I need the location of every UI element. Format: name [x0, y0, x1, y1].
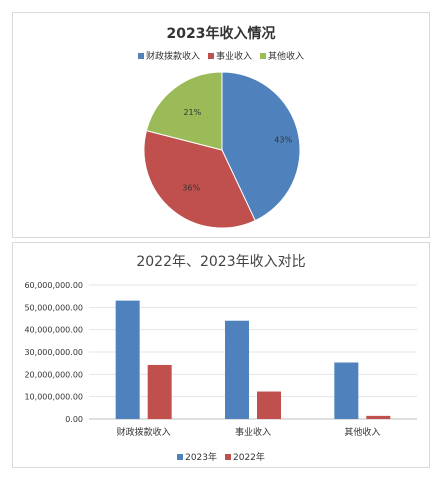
- pie-legend-item: 其他收入: [260, 49, 304, 62]
- pie-legend-swatch: [137, 52, 144, 59]
- bar-chart-panel: 2022年、2023年收入对比 0.00 10,000,000.00 20,000,…: [12, 242, 430, 468]
- bar: [366, 415, 391, 419]
- bar: [147, 364, 172, 419]
- y-tick-label: 20,000,000.00: [24, 370, 83, 379]
- bar-legend-item: 2022年: [225, 450, 265, 463]
- pie-chart-panel: 2023年收入情况 财政拨款收入 事业收入 其他收入 43% 36% 21%: [12, 12, 430, 238]
- bar-chart-legend: 2023年 2022年: [13, 450, 429, 463]
- pie-legend-label: 其他收入: [268, 52, 305, 62]
- bar-legend-swatch: [225, 453, 231, 460]
- x-tick-label: 事业收入: [235, 426, 271, 438]
- pie-data-label: 43%: [274, 135, 292, 144]
- pie-data-label: 36%: [182, 183, 200, 192]
- y-tick-label: 0.00: [65, 415, 83, 424]
- pie-data-label: 21%: [183, 108, 201, 117]
- pie-slice: [221, 71, 301, 222]
- pie-chart-title: 2023年收入情况: [166, 26, 276, 42]
- bar: [257, 391, 281, 419]
- y-tick-label: 50,000,000.00: [24, 303, 83, 312]
- pie-legend-item: 事业收入: [207, 49, 252, 62]
- pie-chart: 43% 36% 21%: [143, 71, 301, 229]
- bar-legend-item: 2023年: [177, 450, 217, 463]
- bar-legend-label: 2022年: [233, 453, 265, 463]
- x-tick-label: 财政拨款收入: [117, 426, 171, 438]
- pie-legend-label: 事业收入: [215, 52, 252, 62]
- bar-chart: 0.00 10,000,000.00 20,000,000.00 30,000,000…: [24, 281, 417, 438]
- pie-chart-legend: 财政拨款收入 事业收入 其他收入: [13, 49, 429, 62]
- bar: [334, 362, 359, 419]
- pie-slice: [143, 129, 256, 229]
- bar: [225, 320, 249, 419]
- bar-legend-swatch: [177, 453, 184, 460]
- pie-slice: [145, 71, 223, 151]
- pie-legend-item: 财政拨款收入: [137, 49, 200, 62]
- y-tick-label: 60,000,000.00: [24, 281, 83, 290]
- pie-legend-label: 财政拨款收入: [145, 52, 200, 62]
- bar-legend-label: 2023年: [185, 453, 217, 463]
- y-tick-label: 10,000,000.00: [24, 393, 83, 402]
- bar-chart-title: 2022年、2023年收入对比: [136, 254, 306, 270]
- x-tick-label: 其他收入: [344, 426, 380, 438]
- y-tick-label: 40,000,000.00: [24, 326, 83, 335]
- bar: [115, 300, 140, 419]
- pie-legend-swatch: [260, 52, 266, 59]
- y-tick-label: 30,000,000.00: [24, 348, 83, 357]
- pie-legend-swatch: [207, 52, 214, 59]
